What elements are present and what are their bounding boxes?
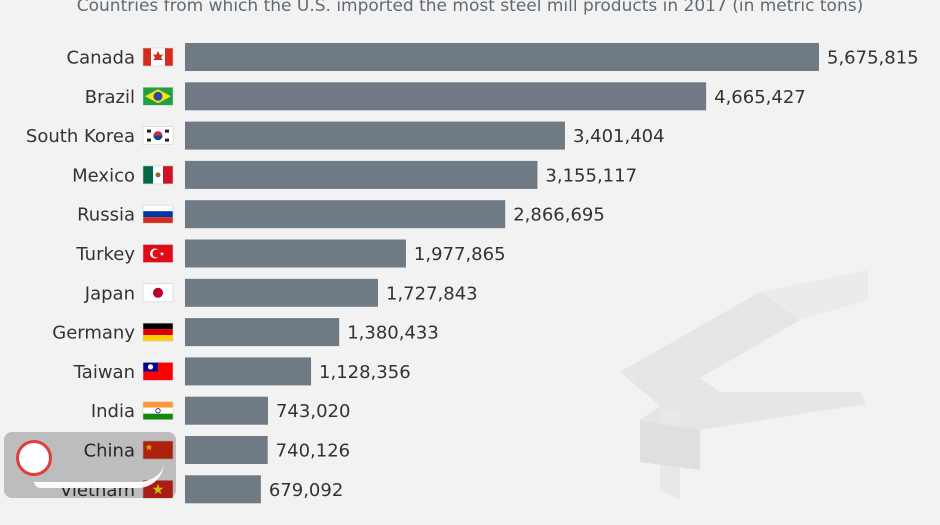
bar-japan [185, 278, 379, 307]
category-label: India [91, 401, 135, 422]
category-label: South Korea [26, 126, 135, 147]
category-label: Germany [52, 323, 135, 344]
bars-group [185, 43, 819, 504]
turkey-flag-icon [142, 244, 174, 263]
value-label: 2,866,695 [513, 205, 605, 226]
value-label: 3,155,117 [545, 165, 637, 186]
labels-group: Canada 5,675,815 Brazil 4,665,427 South Kore… [26, 48, 919, 501]
brazil-flag-icon [142, 87, 174, 106]
category-label: Taiwan [73, 362, 135, 383]
bar-turkey [185, 239, 406, 268]
bar-canada [185, 43, 819, 71]
category-label: Russia [77, 205, 135, 226]
japan-flag-icon [142, 283, 174, 303]
chart-subtitle: Countries from which the U.S. imported t… [77, 0, 863, 16]
category-label: Mexico [72, 165, 135, 186]
value-label: 4,665,427 [714, 87, 806, 108]
bar-taiwan [185, 357, 312, 386]
category-label: Turkey [75, 244, 135, 265]
bar-brazil [185, 82, 707, 111]
china-flag-icon [142, 440, 174, 460]
mexico-flag-icon [142, 165, 174, 185]
bar-china [185, 436, 268, 464]
russia-flag-icon [142, 204, 174, 224]
value-label: 740,126 [276, 441, 350, 462]
bar-mexico [185, 160, 538, 189]
canada-flag-icon [142, 47, 174, 67]
value-label: 3,401,404 [573, 126, 665, 147]
flags-group [142, 47, 174, 499]
value-label: 679,092 [269, 480, 343, 501]
value-label: 1,380,433 [347, 323, 439, 344]
value-label: 1,977,865 [414, 244, 506, 265]
value-label: 1,727,843 [386, 283, 478, 304]
value-label: 1,128,356 [319, 362, 411, 383]
bar-germany [185, 318, 340, 347]
bar-south-korea [185, 121, 565, 150]
category-label: Brazil [85, 87, 135, 108]
value-label: 743,020 [276, 401, 350, 422]
value-label: 5,675,815 [827, 48, 919, 69]
watermark-logo [4, 432, 176, 498]
germany-flag-icon [142, 322, 174, 342]
bar-india [185, 396, 268, 425]
category-label: China [84, 441, 135, 462]
taiwan-flag-icon [142, 362, 174, 381]
category-label: Japan [84, 283, 135, 304]
bar-russia [185, 200, 506, 229]
category-label: Canada [67, 48, 136, 69]
india-flag-icon [142, 401, 174, 421]
south-korea-flag-icon [142, 126, 174, 145]
watermark-script-icon [34, 462, 164, 488]
bar-vietnam [185, 475, 261, 504]
steel-beam-illustration [620, 270, 868, 500]
